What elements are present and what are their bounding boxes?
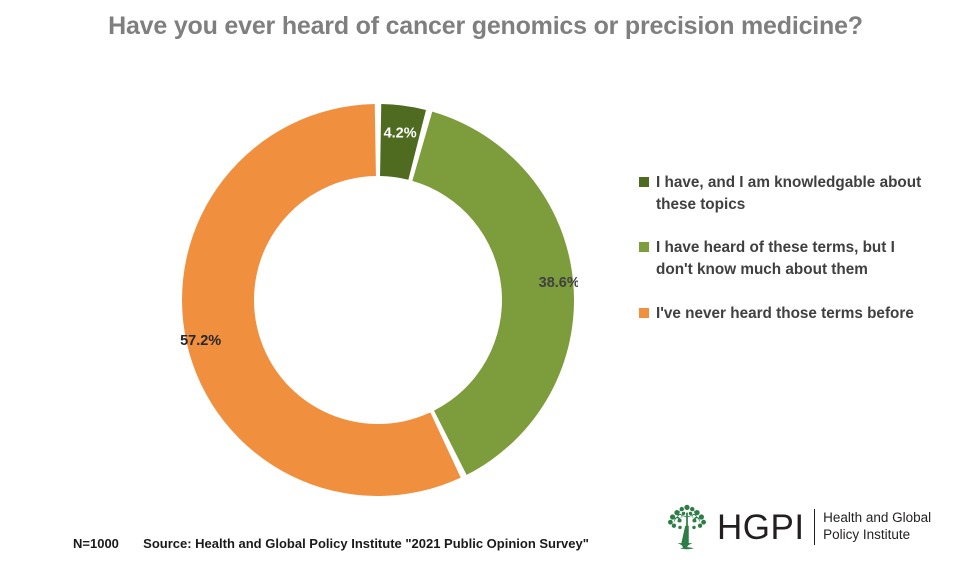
page-title: Have you ever heard of cancer genomics o… — [108, 12, 863, 40]
donut-slice-labels: 4.2% 38.6% 57.2% — [180, 125, 578, 348]
legend-item-label: I have, and I am knowledgable about thes… — [656, 174, 922, 213]
slice-data-label: 57.2% — [180, 333, 221, 349]
hgpi-logo: HGPI Health and Global Policy Institute — [665, 503, 931, 551]
donut-slice[interactable] — [380, 104, 426, 180]
donut-chart: 4.2% 38.6% 57.2% — [178, 100, 578, 500]
legend-item-never-heard[interactable]: I've never heard those terms before — [639, 303, 939, 325]
legend-item-knowledgable[interactable]: I have, and I am knowledgable about thes… — [639, 172, 939, 215]
donut-slice[interactable] — [181, 104, 461, 497]
sample-size-note: N=1000 — [73, 536, 119, 551]
slice-data-label: 4.2% — [384, 125, 417, 141]
hgpi-acronym: HGPI — [717, 507, 805, 547]
donut-slice[interactable] — [412, 111, 574, 475]
legend-item-label: I've never heard those terms before — [656, 304, 914, 322]
legend-swatch-icon — [639, 307, 649, 318]
legend-item-heard-but-unsure[interactable]: I have heard of these terms, but I don't… — [639, 237, 939, 280]
hgpi-name-line-2: Policy Institute — [823, 527, 911, 542]
legend: I have, and I am knowledgable about thes… — [639, 172, 939, 347]
slice-data-label: 38.6% — [539, 275, 578, 291]
hgpi-full-name: Health and Global Policy Institute — [823, 510, 931, 544]
legend-item-label: I have heard of these terms, but I don't… — [656, 239, 895, 279]
source-note: Source: Health and Global Policy Institu… — [143, 536, 589, 551]
donut-slices — [181, 104, 574, 497]
footnote: N=1000 Source: Health and Global Policy … — [73, 536, 589, 551]
hgpi-name-line-1: Health and Global — [823, 510, 932, 526]
logo-divider — [813, 509, 816, 545]
tree-icon — [668, 504, 706, 550]
legend-swatch-icon — [639, 177, 649, 187]
legend-swatch-icon — [639, 242, 649, 253]
donut-chart-svg: 4.2% 38.6% 57.2% — [180, 104, 578, 497]
